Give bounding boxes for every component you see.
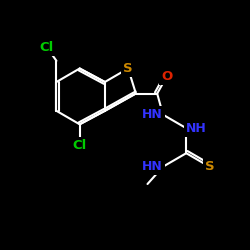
Text: S: S — [123, 62, 133, 75]
Text: O: O — [161, 70, 172, 83]
Text: Cl: Cl — [40, 41, 54, 54]
Text: Cl: Cl — [72, 139, 87, 152]
Text: HN: HN — [142, 108, 163, 121]
Text: S: S — [205, 160, 214, 173]
Text: NH: NH — [186, 122, 207, 135]
Text: HN: HN — [142, 160, 163, 173]
